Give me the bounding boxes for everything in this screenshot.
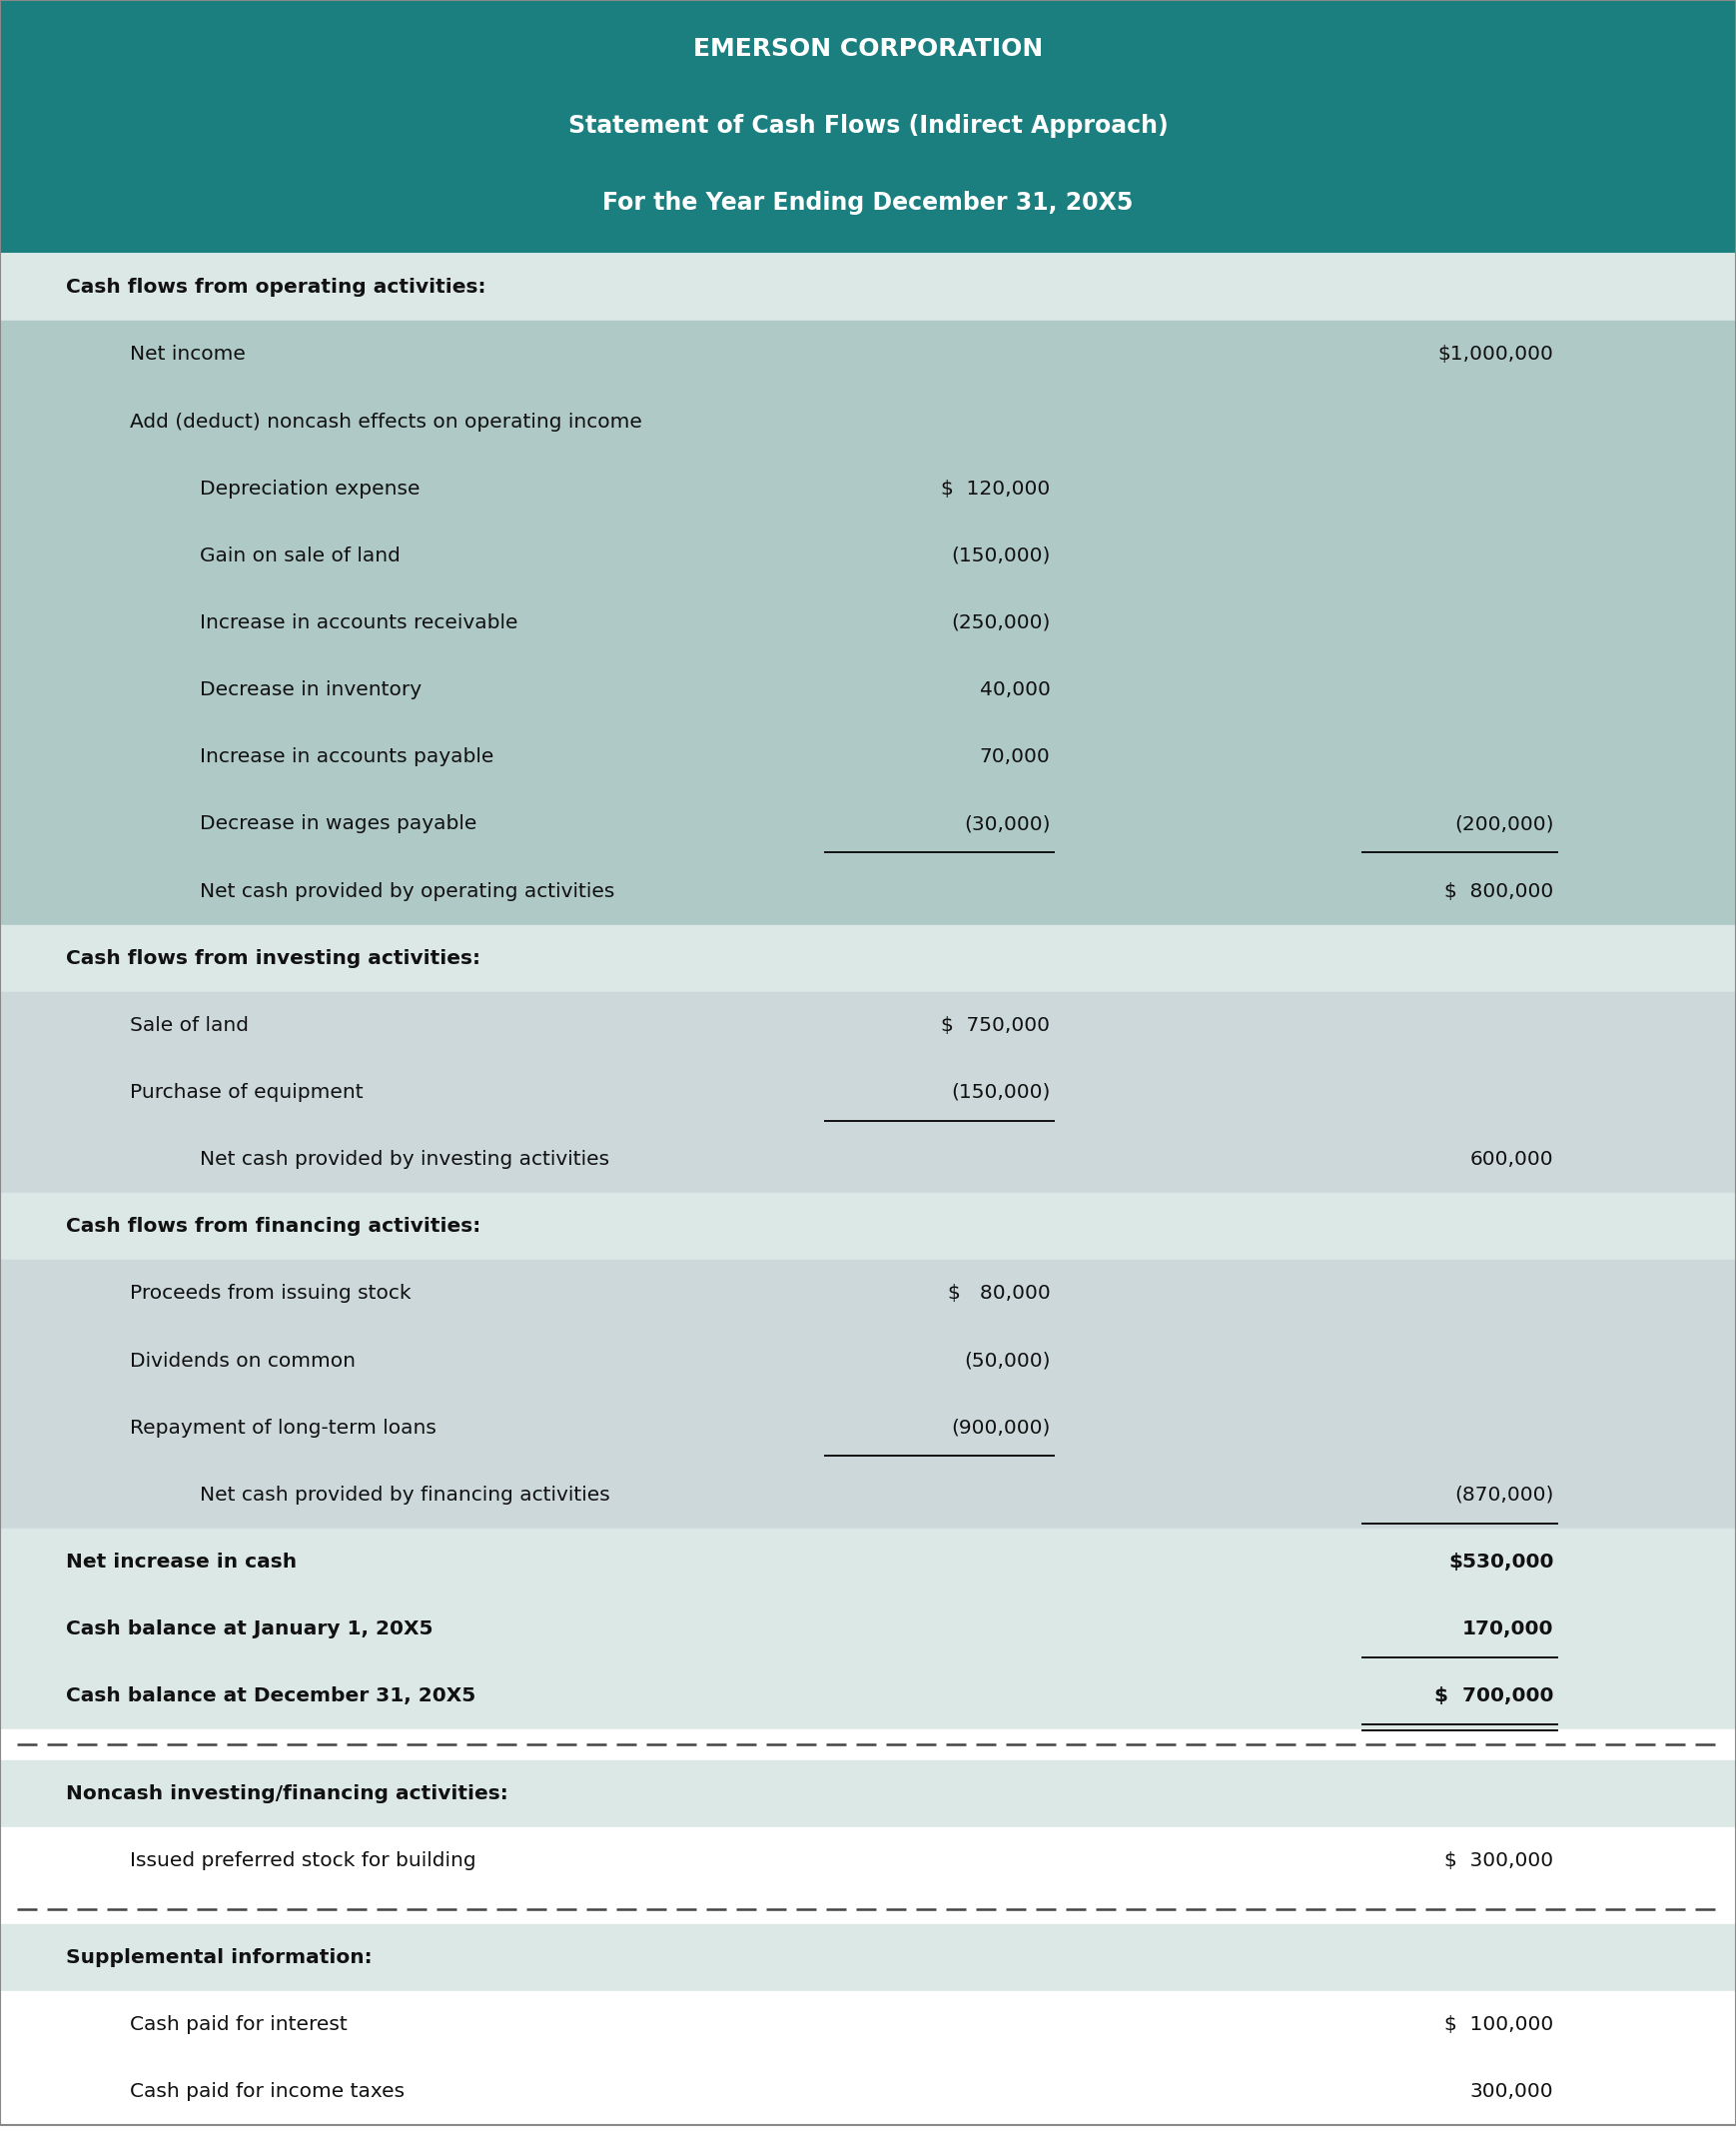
Text: (900,000): (900,000) xyxy=(951,1419,1050,1438)
Text: Net cash provided by operating activities: Net cash provided by operating activitie… xyxy=(200,881,615,901)
Bar xyxy=(0,1327,1736,1394)
Bar xyxy=(0,0,1736,252)
Text: Add (deduct) noncash effects on operating income: Add (deduct) noncash effects on operatin… xyxy=(130,412,642,431)
Bar xyxy=(0,1261,1736,1327)
Text: Cash balance at January 1, 20X5: Cash balance at January 1, 20X5 xyxy=(66,1620,432,1639)
Text: Cash flows from financing activities:: Cash flows from financing activities: xyxy=(66,1216,481,1236)
Bar xyxy=(0,657,1736,723)
Bar xyxy=(0,924,1736,992)
Text: 300,000: 300,000 xyxy=(1470,2083,1554,2102)
Text: Decrease in inventory: Decrease in inventory xyxy=(200,681,422,700)
Text: Sale of land: Sale of land xyxy=(130,1016,248,1035)
Bar xyxy=(0,1895,1736,1925)
Text: 170,000: 170,000 xyxy=(1462,1620,1554,1639)
Text: Purchase of equipment: Purchase of equipment xyxy=(130,1082,363,1101)
Text: $  300,000: $ 300,000 xyxy=(1444,1850,1554,1869)
Text: Noncash investing/financing activities:: Noncash investing/financing activities: xyxy=(66,1784,509,1803)
Text: Cash flows from operating activities:: Cash flows from operating activities: xyxy=(66,277,486,297)
Bar xyxy=(0,723,1736,790)
Text: (200,000): (200,000) xyxy=(1455,815,1554,834)
Text: Proceeds from issuing stock: Proceeds from issuing stock xyxy=(130,1285,411,1304)
Text: Supplemental information:: Supplemental information: xyxy=(66,1948,372,1968)
Text: (30,000): (30,000) xyxy=(963,815,1050,834)
Text: (150,000): (150,000) xyxy=(951,546,1050,566)
Text: 600,000: 600,000 xyxy=(1470,1150,1554,1169)
Bar xyxy=(0,254,1736,320)
Bar xyxy=(0,589,1736,657)
Text: (50,000): (50,000) xyxy=(963,1351,1050,1370)
Text: $  100,000: $ 100,000 xyxy=(1444,2014,1554,2034)
Text: Net cash provided by investing activities: Net cash provided by investing activitie… xyxy=(200,1150,609,1169)
Bar xyxy=(0,1827,1736,1895)
Bar xyxy=(0,455,1736,523)
Text: $   80,000: $ 80,000 xyxy=(948,1285,1050,1304)
Bar xyxy=(0,1528,1736,1596)
Text: $  800,000: $ 800,000 xyxy=(1444,881,1554,901)
Bar xyxy=(0,1462,1736,1528)
Text: Cash balance at December 31, 20X5: Cash balance at December 31, 20X5 xyxy=(66,1686,476,1705)
Bar xyxy=(0,1058,1736,1127)
Bar xyxy=(0,790,1736,858)
Text: Cash paid for interest: Cash paid for interest xyxy=(130,2014,347,2034)
Bar xyxy=(0,2059,1736,2125)
Text: Cash paid for income taxes: Cash paid for income taxes xyxy=(130,2083,404,2102)
Bar xyxy=(0,1731,1736,1761)
Text: Net cash provided by financing activities: Net cash provided by financing activitie… xyxy=(200,1485,609,1504)
Bar xyxy=(0,1991,1736,2059)
Bar xyxy=(0,1662,1736,1731)
Text: Increase in accounts payable: Increase in accounts payable xyxy=(200,747,493,766)
Text: EMERSON CORPORATION: EMERSON CORPORATION xyxy=(693,36,1043,62)
Text: $  700,000: $ 700,000 xyxy=(1434,1686,1554,1705)
Text: Depreciation expense: Depreciation expense xyxy=(200,480,420,497)
Bar xyxy=(0,388,1736,455)
Text: (870,000): (870,000) xyxy=(1455,1485,1554,1504)
Bar xyxy=(0,1761,1736,1827)
Text: Decrease in wages payable: Decrease in wages payable xyxy=(200,815,477,834)
Text: 70,000: 70,000 xyxy=(979,747,1050,766)
Bar xyxy=(0,320,1736,388)
Text: $  120,000: $ 120,000 xyxy=(941,480,1050,497)
Text: (150,000): (150,000) xyxy=(951,1082,1050,1101)
Text: $530,000: $530,000 xyxy=(1448,1554,1554,1571)
Text: Issued preferred stock for building: Issued preferred stock for building xyxy=(130,1850,476,1869)
Text: 40,000: 40,000 xyxy=(979,681,1050,700)
Text: Increase in accounts receivable: Increase in accounts receivable xyxy=(200,612,517,632)
Text: $1,000,000: $1,000,000 xyxy=(1437,346,1554,365)
Text: Net increase in cash: Net increase in cash xyxy=(66,1554,297,1571)
Text: Gain on sale of land: Gain on sale of land xyxy=(200,546,401,566)
Bar xyxy=(0,1394,1736,1462)
Text: Statement of Cash Flows (Indirect Approach): Statement of Cash Flows (Indirect Approa… xyxy=(568,113,1168,139)
Text: For the Year Ending December 31, 20X5: For the Year Ending December 31, 20X5 xyxy=(602,190,1134,216)
Bar xyxy=(0,1596,1736,1662)
Bar xyxy=(0,1193,1736,1261)
Text: Net income: Net income xyxy=(130,346,247,365)
Bar xyxy=(0,1127,1736,1193)
Bar xyxy=(0,992,1736,1058)
Text: $  750,000: $ 750,000 xyxy=(941,1016,1050,1035)
Bar xyxy=(0,1925,1736,1991)
Text: Repayment of long-term loans: Repayment of long-term loans xyxy=(130,1419,437,1438)
Text: Cash flows from investing activities:: Cash flows from investing activities: xyxy=(66,950,481,969)
Text: Dividends on common: Dividends on common xyxy=(130,1351,356,1370)
Bar xyxy=(0,858,1736,924)
Bar xyxy=(0,523,1736,589)
Text: (250,000): (250,000) xyxy=(951,612,1050,632)
